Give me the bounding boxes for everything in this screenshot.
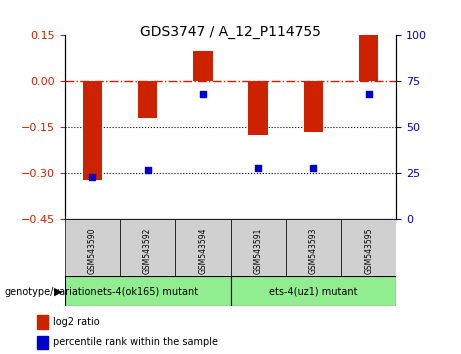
Text: GSM543590: GSM543590 [88, 228, 97, 274]
Point [365, 91, 372, 97]
FancyBboxPatch shape [65, 219, 120, 276]
Bar [193, 51, 213, 81]
Text: GSM543592: GSM543592 [143, 228, 152, 274]
Bar [37, 315, 48, 329]
FancyBboxPatch shape [120, 219, 175, 276]
Text: ets-4(uz1) mutant: ets-4(uz1) mutant [269, 286, 358, 296]
Text: log2 ratio: log2 ratio [53, 317, 100, 327]
Point [254, 165, 262, 171]
Bar [37, 336, 48, 349]
Bar [304, 81, 323, 132]
Point [199, 91, 207, 97]
FancyBboxPatch shape [341, 219, 396, 276]
Bar [359, 35, 378, 81]
FancyBboxPatch shape [230, 276, 396, 306]
Text: GDS3747 / A_12_P114755: GDS3747 / A_12_P114755 [140, 25, 321, 39]
Bar [248, 81, 268, 135]
Point [89, 174, 96, 180]
Bar [83, 81, 102, 179]
FancyBboxPatch shape [230, 219, 286, 276]
Text: GSM543593: GSM543593 [309, 228, 318, 274]
Point [310, 165, 317, 171]
Text: ets-4(ok165) mutant: ets-4(ok165) mutant [97, 286, 198, 296]
Text: GSM543594: GSM543594 [198, 228, 207, 274]
Text: GSM543595: GSM543595 [364, 228, 373, 274]
Text: percentile rank within the sample: percentile rank within the sample [53, 337, 218, 348]
Bar [138, 81, 157, 118]
FancyBboxPatch shape [65, 276, 230, 306]
Text: GSM543591: GSM543591 [254, 228, 263, 274]
Text: ▶: ▶ [54, 287, 62, 297]
FancyBboxPatch shape [286, 219, 341, 276]
FancyBboxPatch shape [175, 219, 230, 276]
Text: genotype/variation: genotype/variation [5, 287, 97, 297]
Point [144, 167, 151, 173]
